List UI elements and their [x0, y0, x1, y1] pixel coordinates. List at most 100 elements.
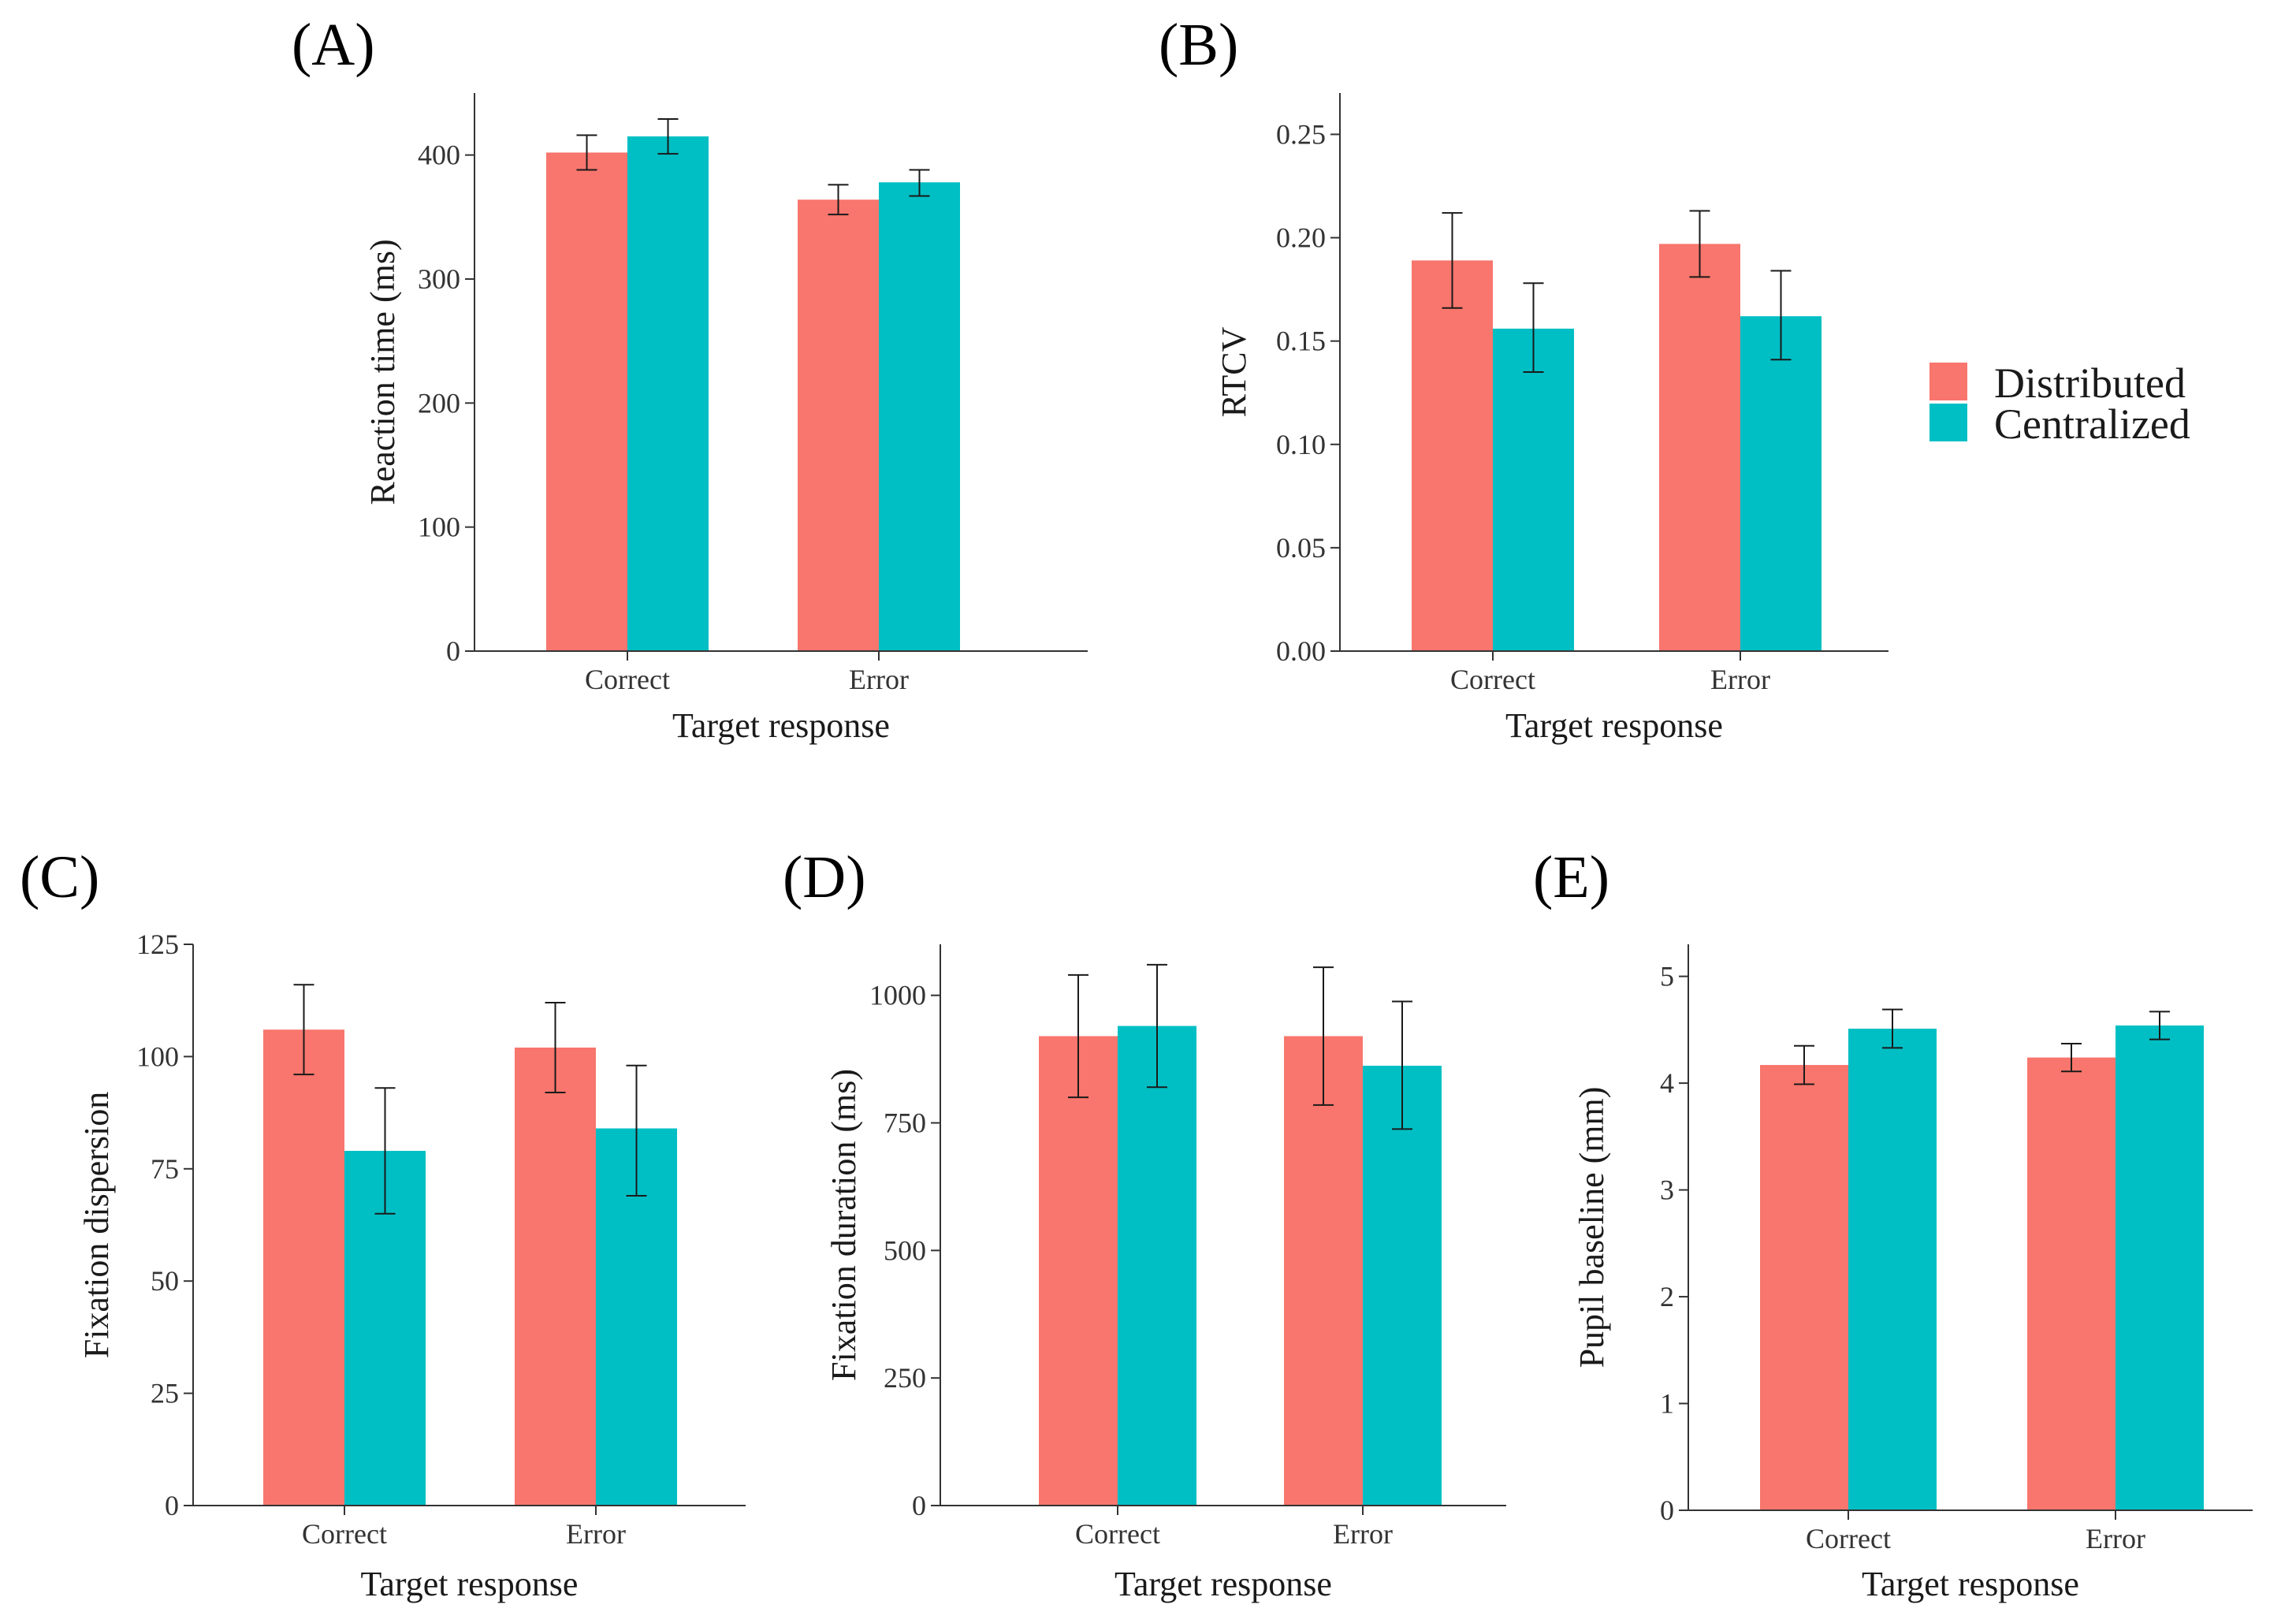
y-tick-label: 300 [418, 263, 460, 295]
error-bar-distributed-correct [1068, 973, 1088, 1099]
bar-centralized-correct [1118, 1026, 1196, 1506]
panel-label-e: (E) [1533, 844, 1609, 910]
bar-distributed-correct [1412, 260, 1493, 651]
bar-distributed-correct [1039, 1036, 1118, 1506]
y-tick-label: 2 [1660, 1281, 1674, 1312]
y-tick-label: 3 [1660, 1174, 1674, 1206]
x-tick-label: Correct [1806, 1523, 1891, 1554]
panel-label-c: (C) [20, 844, 99, 910]
y-tick-label: 125 [136, 929, 179, 960]
y-tick-label: 0 [165, 1490, 179, 1521]
x-axis-title-a: Target response [672, 706, 890, 745]
error-bar-distributed-error [2061, 1042, 2082, 1073]
y-axis-title-a: Reaction time (ms) [363, 239, 402, 504]
y-tick-label: 0 [1660, 1495, 1674, 1526]
bar-distributed-error [515, 1048, 596, 1506]
bar-centralized-error [1363, 1066, 1442, 1506]
legend-swatch-centralized [1929, 404, 1967, 441]
error-bar-centralized-error [626, 1064, 647, 1197]
x-axis-title-e: Target response [1862, 1565, 2079, 1603]
x-tick-label: Correct [1075, 1518, 1160, 1550]
bar-distributed-error [2027, 1057, 2116, 1510]
x-tick-label: Error [2086, 1523, 2145, 1554]
y-tick-label: 750 [884, 1107, 926, 1139]
y-tick-label: 500 [884, 1234, 926, 1266]
y-tick-label: 0 [912, 1490, 926, 1521]
y-tick-label: 4 [1660, 1067, 1674, 1099]
error-bar-centralized-correct [1882, 1008, 1903, 1049]
error-bar-distributed-error [545, 1002, 566, 1093]
error-bar-centralized-error [2149, 1011, 2170, 1040]
x-tick-label: Correct [1450, 664, 1535, 695]
bar-distributed-error [798, 199, 879, 652]
bar-distributed-correct [1760, 1065, 1848, 1510]
y-tick-label: 250 [884, 1362, 926, 1394]
x-tick-label: Error [849, 664, 909, 695]
panel-label-d: (D) [783, 844, 866, 910]
error-bar-distributed-correct [1794, 1044, 1814, 1085]
error-bar-centralized-correct [1523, 282, 1544, 373]
x-axis-title-d: Target response [1115, 1565, 1332, 1603]
x-tick-label: Error [1710, 664, 1770, 695]
error-bar-centralized-correct [374, 1087, 396, 1215]
y-axis-title-b: RTCV [1215, 326, 1253, 417]
y-tick-label: 100 [418, 512, 460, 543]
panel-b: (B) 0.00 0.05 0.10 0.15 0.20 0.25 Correct Error… [1159, 12, 1889, 745]
y-tick-label: 400 [418, 140, 460, 171]
panel-label-a: (A) [292, 12, 375, 78]
error-bar-distributed-error [1313, 966, 1334, 1106]
error-bar-distributed-correct [293, 984, 314, 1076]
bar-centralized-error [1740, 316, 1822, 651]
y-tick-label: 0.05 [1276, 532, 1326, 564]
bar-centralized-error [879, 182, 960, 651]
panel-a: (A) 0 100 200 300 400 Correct Error Target resp… [292, 12, 1088, 745]
panel-label-b: (B) [1159, 12, 1238, 78]
x-tick-label: Correct [585, 664, 670, 695]
x-tick-label: Error [566, 1518, 626, 1550]
y-tick-label: 0 [446, 635, 460, 667]
y-tick-label: 0.10 [1276, 429, 1326, 460]
y-tick-label: 0.00 [1276, 635, 1326, 667]
bar-centralized-correct [627, 136, 709, 652]
error-bar-distributed-error [828, 184, 849, 216]
plot-c: 0 25 50 75 100 125 Correct Error Target response… [77, 929, 746, 1603]
bar-centralized-error [2116, 1025, 2204, 1510]
legend: Distributed Centralized [1929, 359, 2190, 448]
x-tick-label: Correct [302, 1518, 387, 1550]
y-tick-label: 1000 [869, 980, 926, 1011]
error-bar-distributed-error [1689, 210, 1710, 278]
y-axis-title-d: Fixation duration (ms) [824, 1069, 863, 1381]
bar-distributed-error [1659, 244, 1740, 651]
error-bar-centralized-error [909, 169, 930, 197]
y-tick-label: 50 [151, 1265, 179, 1297]
x-axis-title-b: Target response [1505, 706, 1723, 745]
plot-a: 0 100 200 300 400 Correct Error Target response… [363, 93, 1088, 745]
legend-swatch-distributed [1929, 363, 1967, 400]
y-tick-label: 0.25 [1276, 118, 1326, 150]
y-tick-label: 0.20 [1276, 222, 1326, 254]
legend-label-distributed: Distributed [1994, 359, 2186, 407]
y-axis-title-c: Fixation dispersion [77, 1092, 116, 1359]
error-bar-distributed-correct [1442, 212, 1463, 309]
y-tick-label: 25 [151, 1378, 179, 1409]
y-tick-label: 200 [418, 387, 460, 419]
y-axis-title-e: Pupil baseline (mm) [1572, 1087, 1611, 1368]
y-tick-label: 5 [1660, 961, 1674, 992]
bar-distributed-correct [263, 1029, 344, 1506]
y-tick-label: 100 [136, 1040, 179, 1072]
bar-distributed-error [1284, 1036, 1363, 1506]
error-bar-centralized-correct [1147, 963, 1167, 1089]
y-tick-label: 0.15 [1276, 326, 1326, 357]
bar-distributed-correct [546, 152, 627, 651]
error-bar-centralized-error [1392, 1000, 1412, 1130]
bar-centralized-correct [1493, 328, 1574, 651]
error-bar-centralized-correct [657, 118, 679, 155]
x-tick-label: Error [1333, 1518, 1393, 1550]
error-bar-distributed-correct [576, 134, 597, 171]
x-axis-title-c: Target response [361, 1565, 579, 1603]
